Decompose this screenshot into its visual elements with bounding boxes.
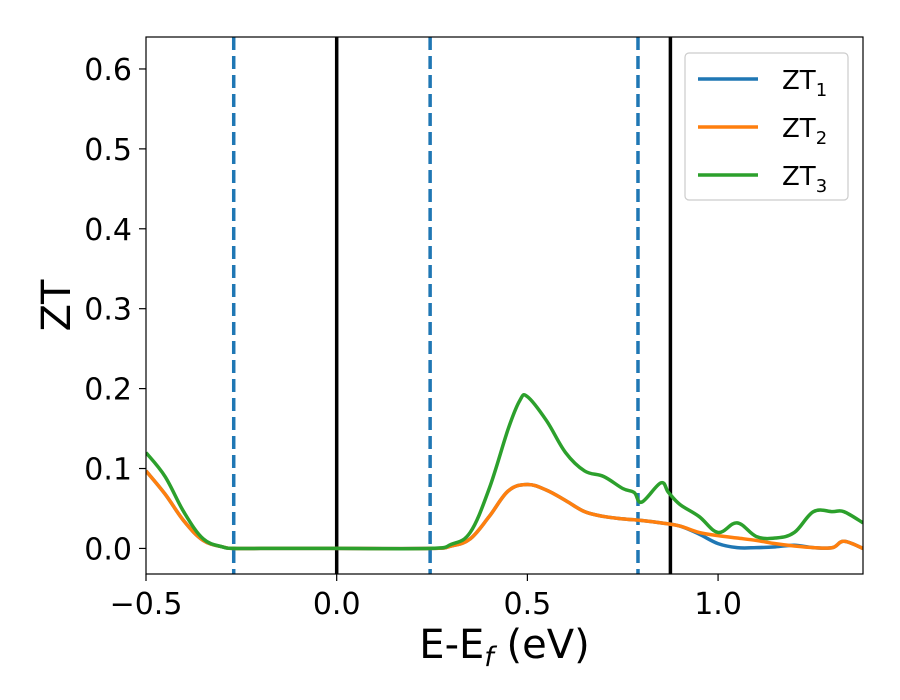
vertical-reference-lines [231, 37, 673, 574]
y-axis-label: ZT [34, 279, 80, 331]
y-tick-label: 0.3 [84, 293, 132, 328]
y-tick-label: 0.2 [84, 373, 132, 408]
x-axis-label: E-Ef (eV) [419, 622, 589, 673]
y-tick-label: 0.1 [84, 453, 132, 488]
x-axis-label-main: E-E [419, 622, 484, 668]
legend-label-zt1: ZT1 [782, 66, 827, 101]
y-tick-label: 0.5 [84, 133, 132, 168]
legend-label-zt2: ZT2 [782, 114, 827, 149]
x-tick-label: 0.0 [313, 587, 361, 622]
x-tick-label: 0.5 [504, 587, 552, 622]
legend-box [684, 52, 849, 201]
series-lines [146, 393, 863, 551]
axis-ticks: −0.5 0.0 0.5 1.0 0.0 0.1 0.2 0.3 0.4 0.5 0.6 [84, 53, 742, 622]
axes-frame [145, 36, 864, 575]
x-tick-label: −0.5 [110, 587, 183, 622]
x-axis-label-unit: (eV) [494, 622, 590, 668]
y-tick-label: 0.6 [84, 53, 132, 88]
legend: ZT1 ZT2 ZT3 [684, 52, 849, 201]
y-tick-label: 0.4 [84, 213, 132, 248]
x-tick-label: 1.0 [694, 587, 742, 622]
series-line-zt3 [146, 393, 863, 551]
y-tick-label: 0.0 [84, 532, 132, 567]
legend-label-zt3: ZT3 [782, 162, 827, 197]
